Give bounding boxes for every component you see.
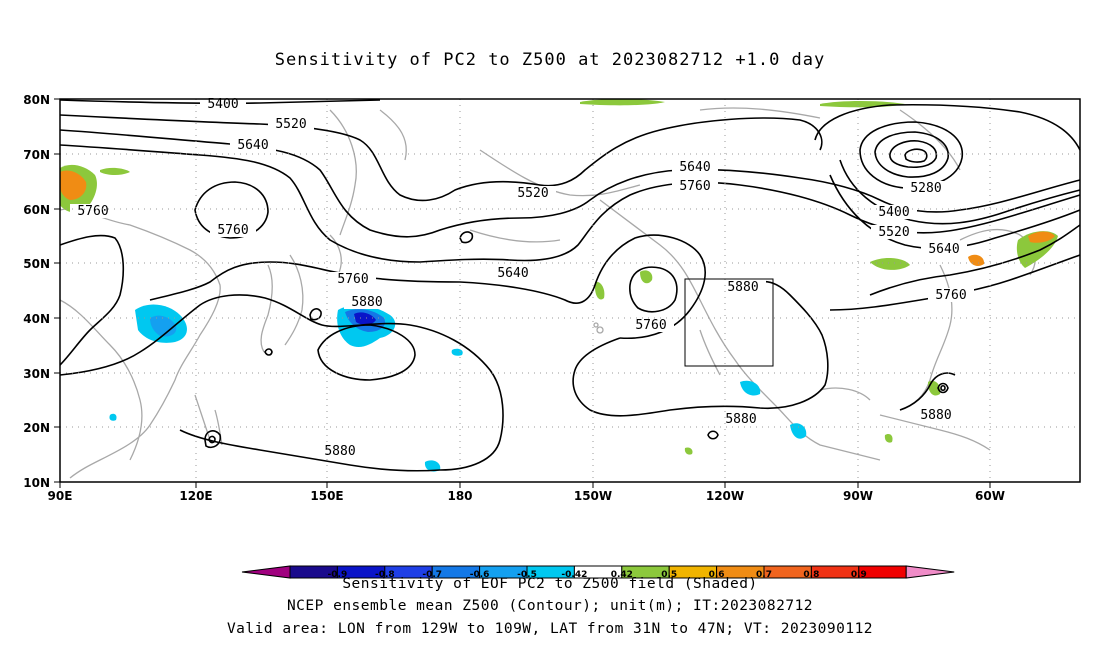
contour-label: 5880: [920, 408, 951, 423]
lat-label: 80N: [23, 93, 50, 107]
contour-label: 5400: [207, 97, 238, 112]
legend-tick-label: -0.8: [375, 570, 395, 580]
lon-label: 90E: [48, 489, 73, 503]
contour-label: 5760: [635, 318, 666, 333]
contour-label: 5520: [878, 225, 909, 240]
legend-tick-label: 0.6: [709, 570, 725, 580]
lon-label: 120W: [706, 489, 744, 503]
contour-label: 5640: [237, 138, 268, 153]
map-title: Sensitivity of PC2 to Z500 at 2023082712…: [274, 50, 826, 70]
contour-label: 5760: [77, 204, 108, 219]
contour-label: 5760: [217, 223, 248, 238]
legend-tick-label: -0.7: [422, 570, 442, 580]
lat-label: 30N: [23, 367, 50, 381]
axis-ticks: [54, 98, 991, 488]
contour-label: 5760: [337, 272, 368, 287]
contour-label: 5640: [497, 266, 528, 281]
legend-tick-label: 0.5: [661, 570, 677, 580]
contour-label: 5760: [679, 179, 710, 194]
caption-line-1: Sensitivity of EOF PC2 to Z500 field (Sh…: [342, 576, 758, 592]
contour-label: 5280: [910, 181, 941, 196]
lon-label: 90W: [843, 489, 873, 503]
lat-label: 40N: [23, 312, 50, 326]
contour-label: 5640: [679, 160, 710, 175]
legend-tick-label: 0.8: [803, 570, 819, 580]
valid-area-box: [684, 278, 774, 367]
contour-label: 5880: [324, 444, 355, 459]
contour-label: 5400: [878, 205, 909, 220]
latitude-labels: 80N 70N 60N 50N 40N 30N 20N 10N: [23, 93, 50, 490]
caption-line-3: Valid area: LON from 129W to 109W, LAT f…: [226, 621, 874, 637]
legend-tick-label: -0.5: [517, 570, 537, 580]
sensitivity-shading: [60, 99, 1058, 472]
lat-label: 60N: [23, 203, 50, 217]
z500-contours: [59, 99, 1081, 472]
longitude-labels: 90E 120E 150E 180 150W 120W 90W 60W: [48, 489, 1005, 503]
contour-label: 5880: [727, 280, 758, 295]
contour-label: 5520: [275, 117, 306, 132]
lat-label: 50N: [23, 257, 50, 271]
legend-tick-label: 0.7: [756, 570, 772, 580]
legend-tick-label: -0.42: [561, 570, 587, 580]
contour-label: 5880: [725, 412, 756, 427]
lon-label: 120E: [179, 489, 212, 503]
contour-label: 5760: [935, 288, 966, 303]
contour-label: 5520: [517, 186, 548, 201]
contour-label: 5880: [351, 295, 382, 310]
graticule: [60, 99, 1080, 482]
lat-label: 70N: [23, 148, 50, 162]
contour-labels: 5400 5520 5640 5760 5760 5520 5640 5640 …: [70, 97, 974, 459]
coastlines: [59, 107, 1036, 479]
legend-tick-label: 0.9: [851, 570, 867, 580]
lon-label: 180: [447, 489, 472, 503]
lon-label: 150E: [310, 489, 343, 503]
lon-label: 150W: [574, 489, 612, 503]
lat-label: 20N: [23, 421, 50, 435]
legend-arrow-right: [905, 565, 955, 579]
map-frame: [59, 98, 1081, 483]
caption-line-2: NCEP ensemble mean Z500 (Contour); unit(…: [286, 598, 814, 614]
legend-tick-label: -0.9: [328, 570, 348, 580]
legend-tick-label: 0.42: [611, 570, 633, 580]
contour-label: 5640: [928, 242, 959, 257]
lon-label: 60W: [975, 489, 1005, 503]
lat-label: 10N: [23, 476, 50, 490]
legend-tick-label: -0.6: [470, 570, 490, 580]
